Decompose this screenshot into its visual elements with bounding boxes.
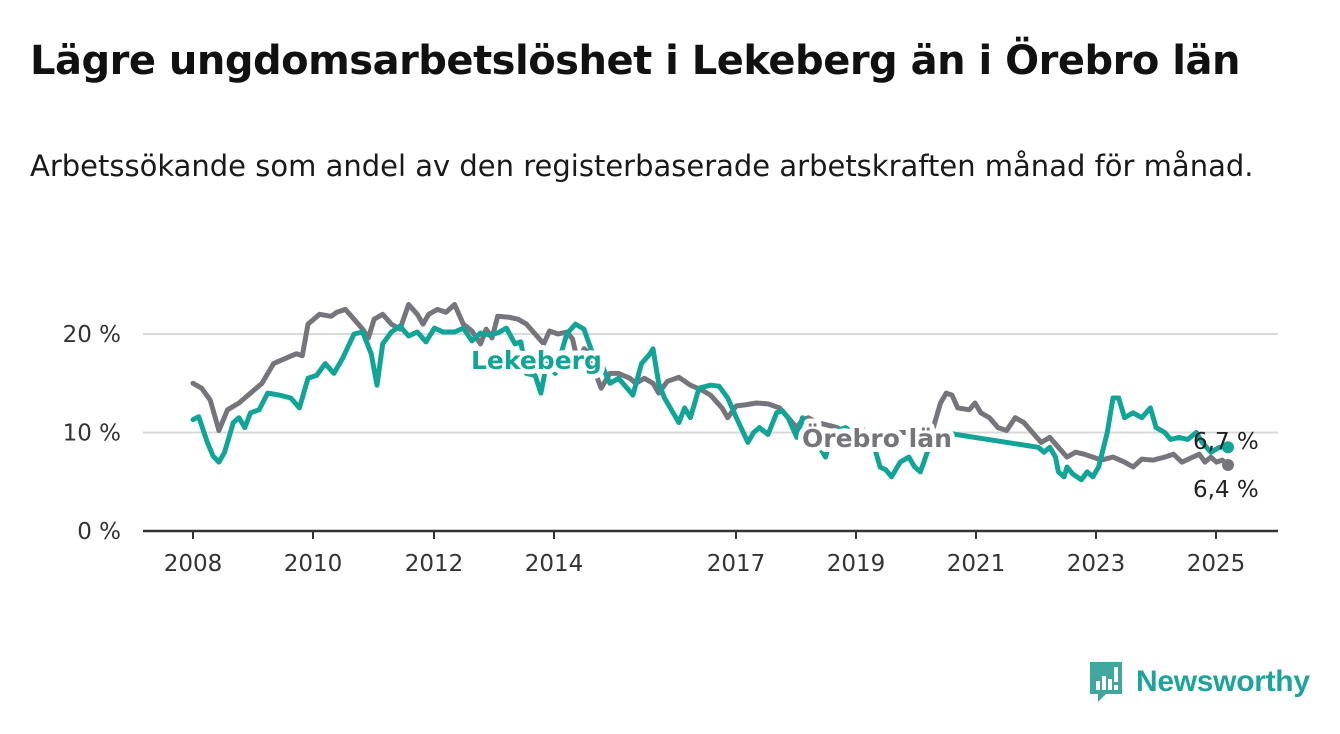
orebro-end-dot <box>1222 459 1234 472</box>
chart-subtitle: Arbetssökande som andel av den registerb… <box>30 149 1254 183</box>
orebro-line <box>190 302 1231 470</box>
lekeberg-end-value-label: 6,4 % <box>1193 477 1259 503</box>
lekeberg-series-label-halo: Lekeberg <box>471 346 602 375</box>
newsworthy-logo-icon <box>1090 662 1122 702</box>
x-axis-ticks: 2008 2010 2012 2014 2017 2019 2021 2023 2025 <box>164 531 1246 577</box>
orebro-end-value-label: 6,7 % <box>1193 429 1259 455</box>
lekeberg-end-dot <box>1222 441 1234 454</box>
brand-name: Newsworthy <box>1136 665 1310 698</box>
x-tick-label: 2012 <box>405 551 464 577</box>
y-tick-label: 20 % <box>63 322 121 348</box>
x-tick-label: 2010 <box>284 551 343 577</box>
x-tick-label: 2014 <box>525 551 584 577</box>
x-tick-label: 2019 <box>827 551 886 577</box>
brand-logo-area: Newsworthy <box>1088 660 1310 704</box>
orebro-series-label-halo: Örebro län <box>802 423 952 453</box>
x-tick-label: 2021 <box>947 551 1006 577</box>
gridlines <box>143 333 1278 434</box>
x-tick-label: 2017 <box>707 551 766 577</box>
x-tick-label: 2023 <box>1067 551 1126 577</box>
lekeberg-series-label: Lekeberg <box>471 346 602 375</box>
x-tick-label: 2025 <box>1187 551 1246 577</box>
series-lines <box>190 302 1234 483</box>
orebro-series-label: Örebro län <box>802 423 952 453</box>
y-axis-ticks: 0 % 10 % 20 % <box>63 322 121 545</box>
y-tick-label: 10 % <box>63 421 121 447</box>
page-title: Lägre ungdomsarbetslöshet i Lekeberg än … <box>30 38 1240 84</box>
y-tick-label: 0 % <box>77 519 121 545</box>
x-tick-label: 2008 <box>164 551 223 577</box>
lekeberg-line <box>190 321 1231 483</box>
